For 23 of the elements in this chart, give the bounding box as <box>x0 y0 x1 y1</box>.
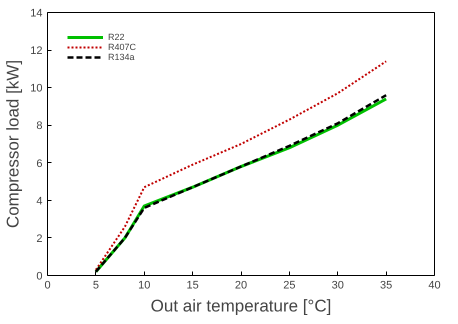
y-tick-label: 12 <box>30 45 43 58</box>
y-tick-label: 8 <box>36 120 43 132</box>
legend-label: R407C <box>108 42 136 52</box>
y-tick-label: 14 <box>30 8 43 20</box>
x-tick-label: 5 <box>92 280 99 292</box>
line-series <box>94 60 388 271</box>
x-tick-label: 15 <box>186 280 199 292</box>
y-tick-label: 10 <box>30 82 43 95</box>
y-tick-label: 6 <box>36 158 43 170</box>
x-tick-label: 25 <box>283 280 296 292</box>
legend-label: R134a <box>108 52 135 62</box>
legend-label: R22 <box>108 32 126 42</box>
x-tick-label: 30 <box>332 280 344 292</box>
y-tick-label: 4 <box>36 195 43 208</box>
x-tick-label: 40 <box>428 280 441 292</box>
x-tick-label: 10 <box>138 280 150 292</box>
y-tick-label: 0 <box>36 270 43 282</box>
x-tick-label: 0 <box>44 280 51 292</box>
x-axis-title: Out air temperature [°C] <box>150 296 332 316</box>
x-tick-label: 20 <box>234 280 248 292</box>
y-axis-title: Compressor load [kW] <box>3 60 22 228</box>
y-tick-label: 2 <box>36 232 43 245</box>
x-tick-label: 35 <box>380 280 392 292</box>
